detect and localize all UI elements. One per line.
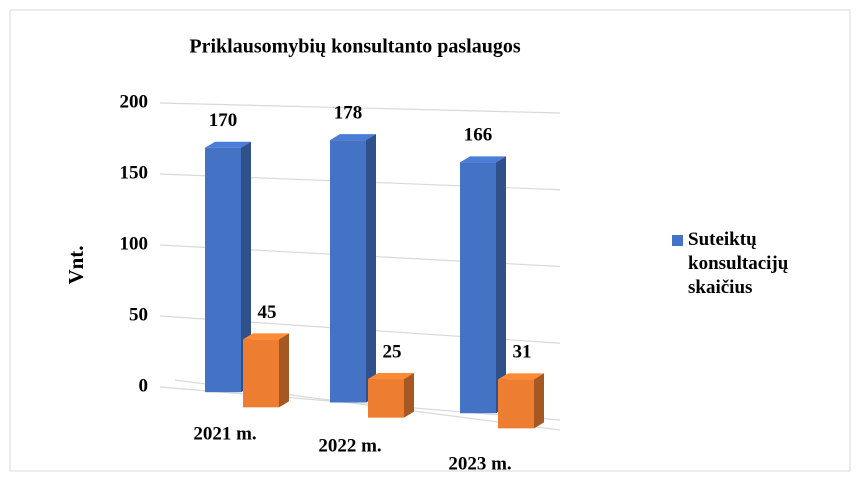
bar-side	[404, 373, 414, 418]
bar-top	[498, 373, 544, 380]
y-axis-label: Vnt.	[64, 245, 88, 284]
value-label: 170	[209, 110, 238, 131]
bar	[243, 339, 279, 408]
y-tick-label: 200	[120, 91, 149, 112]
x-tick-label: 2023 m.	[448, 453, 511, 474]
value-label: 178	[334, 102, 363, 123]
y-tick-label: 0	[139, 375, 149, 396]
y-tick-label: 100	[120, 233, 149, 254]
bar	[368, 379, 404, 418]
bar-side	[534, 373, 544, 429]
x-tick-label: 2022 m.	[318, 435, 381, 456]
value-label: 31	[513, 342, 532, 363]
bar-top	[205, 141, 251, 148]
chart-title: Priklausomybių konsultanto paslaugos	[189, 36, 520, 58]
bar	[330, 140, 366, 403]
bar-side	[279, 333, 289, 408]
bar-top	[368, 373, 414, 380]
value-label: 25	[383, 341, 402, 362]
bar	[498, 379, 534, 429]
bar-side	[366, 134, 376, 403]
bar-top	[330, 134, 376, 141]
grid-line	[159, 102, 561, 114]
value-label: 45	[258, 302, 277, 323]
chart-border	[9, 9, 851, 472]
legend-label: Suteiktų konsultacijų skaičius	[688, 229, 789, 298]
bar-side	[241, 141, 251, 393]
bar	[205, 147, 241, 393]
bar-top	[243, 333, 289, 340]
y-tick-label: 150	[120, 162, 149, 183]
x-tick-label: 2021 m.	[193, 423, 256, 444]
bar-top	[460, 156, 506, 163]
legend-swatch	[672, 235, 683, 246]
value-label: 166	[464, 125, 493, 146]
bar	[460, 162, 496, 414]
y-tick-label: 50	[129, 304, 148, 325]
bar-side	[496, 156, 506, 414]
